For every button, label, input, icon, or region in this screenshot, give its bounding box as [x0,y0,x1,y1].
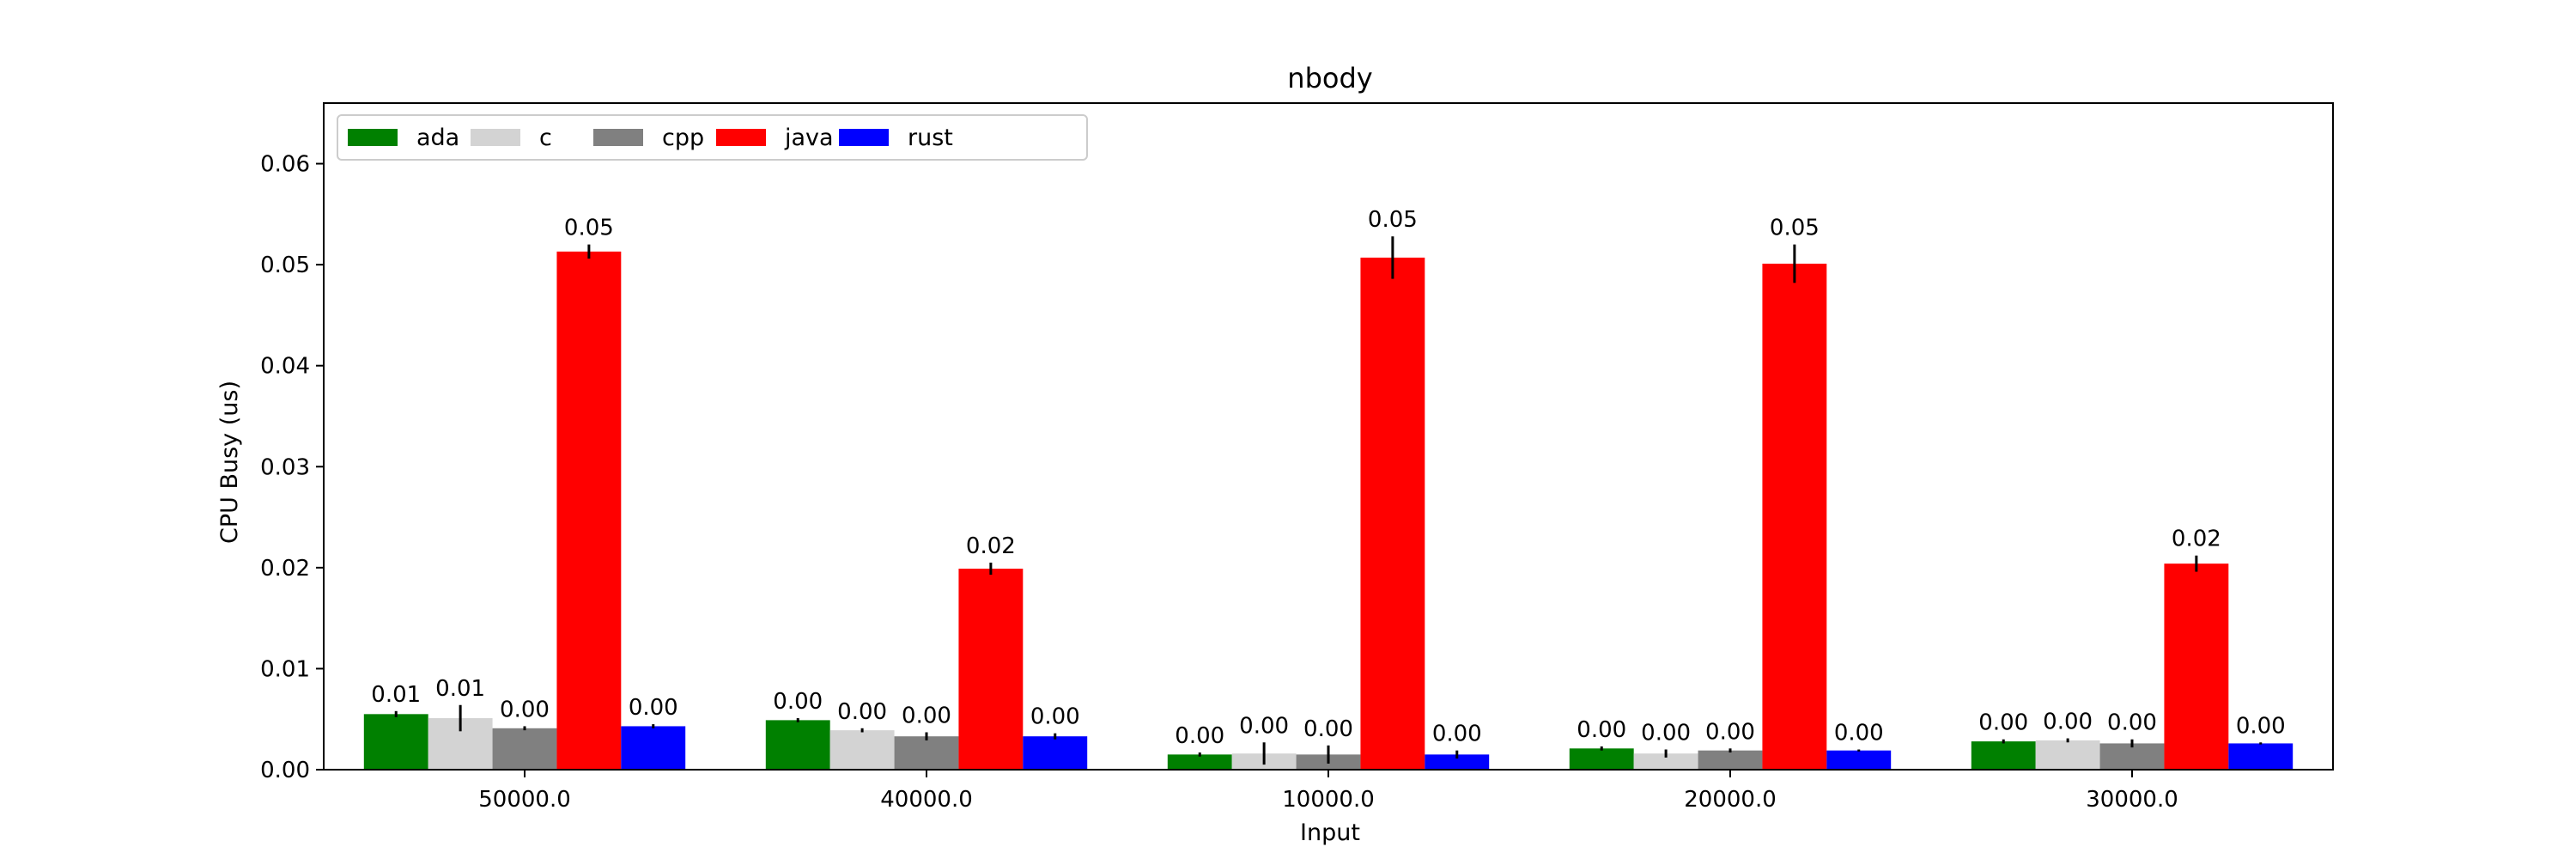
bar-rust [1826,750,1892,770]
legend-swatch-ada [348,129,398,146]
bar-ada [363,714,428,770]
bar-ada [1167,754,1232,770]
bar-value-label: 0.00 [629,695,678,721]
bar-value-label: 0.02 [2172,527,2221,552]
legend-label-c: c [539,125,552,151]
bar-java [2164,564,2229,770]
bar-value-label: 0.00 [2236,713,2286,739]
x-tick-label: 20000.0 [1684,787,1777,813]
x-axis-label: Input [1300,819,1360,846]
bar-rust [1023,736,1088,770]
bar-value-label: 0.00 [1577,717,1626,743]
y-tick-label: 0.01 [260,656,310,682]
bar-ada [765,720,830,770]
bar-value-label: 0.00 [1030,704,1080,730]
x-tick-label: 40000.0 [880,787,973,813]
bar-cpp [1698,750,1763,770]
bar-value-label: 0.05 [1770,216,1820,241]
legend-swatch-rust [839,129,889,146]
legend-swatch-java [716,129,766,146]
bar-value-label: 0.00 [1175,723,1224,749]
bar-java [1762,263,1827,771]
bar-ada [1569,748,1634,770]
bar-rust [621,726,686,770]
bar-value-label: 0.00 [1834,720,1884,746]
bar-value-label: 0.00 [1239,713,1289,739]
legend-frame [337,114,1088,161]
bar-value-label: 0.00 [2043,710,2093,735]
bar-value-label: 0.00 [1978,710,2028,736]
bar-value-label: 0.00 [902,703,951,728]
bar-value-label: 0.00 [1705,719,1755,745]
bar-rust [1425,754,1490,770]
bar-value-label: 0.00 [837,699,887,725]
bar-value-label: 0.00 [1641,720,1691,746]
y-tick-label: 0.06 [260,152,310,178]
x-tick-label: 50000.0 [478,787,571,813]
y-tick-label: 0.05 [260,253,310,278]
bar-c [1633,753,1698,770]
legend-swatch-c [471,129,520,146]
bar-value-label: 0.00 [500,697,550,722]
bar-cpp [2099,743,2165,770]
legend-swatch-cpp [593,129,643,146]
legend-label-rust: rust [908,125,953,151]
bar-cpp [492,728,557,770]
bar-java [556,251,622,770]
bar-value-label: 0.02 [966,533,1016,559]
legend-label-java: java [784,125,834,151]
bar-ada [1971,741,2036,770]
legend: ada c cpp java rust [337,114,1088,161]
bar-value-label: 0.00 [1432,722,1482,747]
y-tick-label: 0.03 [260,454,310,480]
y-tick-label: 0.04 [260,354,310,380]
bar-value-label: 0.05 [1368,207,1418,233]
bar-c [829,730,895,770]
plot-area: 0.00 0.01 0.02 0.03 0.04 0.05 0.06 50000.0 0.01 0… [260,152,2293,813]
bar-value-label: 0.00 [2107,710,2157,736]
bar-rust [2228,743,2293,770]
legend-label-ada: ada [416,125,459,151]
bar-value-label: 0.01 [435,676,485,702]
x-tick-label: 30000.0 [2086,787,2178,813]
y-axis-label: CPU Busy (us) [216,381,243,544]
bar-value-label: 0.01 [371,682,421,708]
bar-value-label: 0.05 [564,216,614,241]
bar-value-label: 0.00 [773,689,823,715]
bar-cpp [894,736,959,770]
bar-value-label: 0.00 [1303,716,1353,742]
x-tick-label: 10000.0 [1282,787,1375,813]
bar-java [1360,257,1425,771]
legend-label-cpp: cpp [662,125,704,151]
bar-java [958,569,1024,770]
y-tick-label: 0.02 [260,556,310,582]
y-tick-label: 0.00 [260,758,310,783]
chart-title: nbody [1287,62,1372,94]
bar-c [2035,740,2100,770]
plot-frame [323,102,2334,771]
